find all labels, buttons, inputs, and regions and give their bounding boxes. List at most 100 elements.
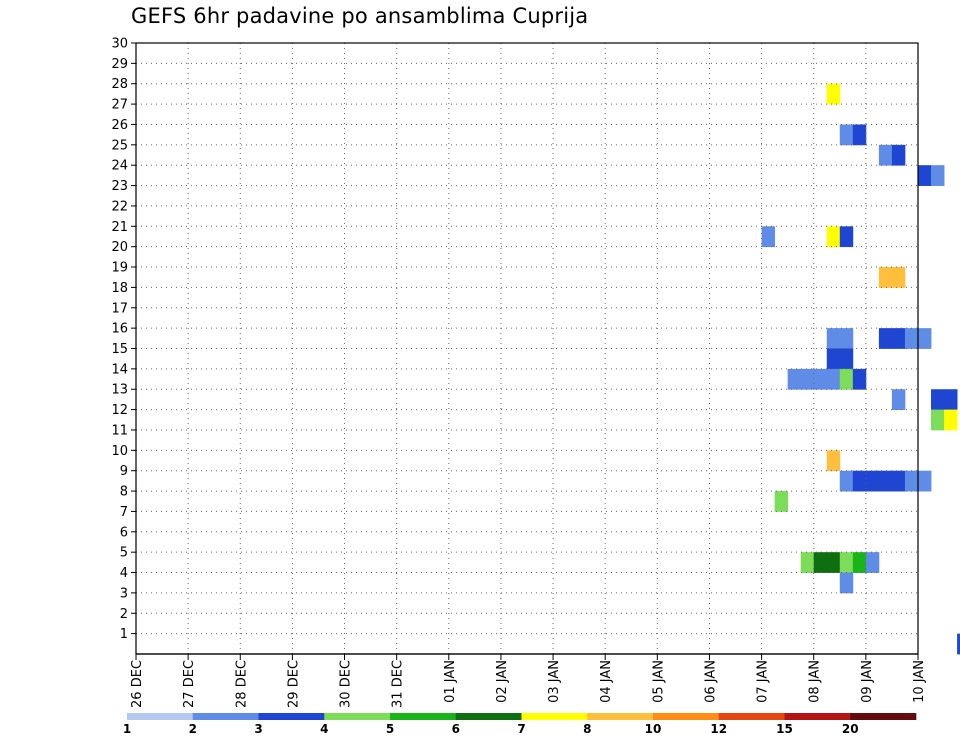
colorbar-segment [850, 713, 917, 720]
precip-cell [931, 165, 945, 186]
y-tick-label: 3 [120, 586, 128, 601]
precip-cell [852, 552, 867, 573]
precip-cell [852, 368, 867, 390]
y-tick-label: 24 [111, 159, 128, 174]
y-tick-label: 11 [111, 423, 128, 438]
precip-cell [957, 633, 960, 655]
precip-cell [813, 552, 828, 573]
precip-cell [839, 552, 854, 573]
precip-cell [891, 144, 906, 166]
y-tick-label: 7 [120, 505, 128, 520]
colorbar-segment [455, 713, 522, 720]
y-tick-label: 26 [111, 118, 128, 133]
colorbar-segment [127, 713, 194, 720]
precip-cell [813, 368, 828, 390]
precip-cell [839, 226, 854, 248]
y-tick-label: 22 [111, 199, 128, 214]
x-tick-label: 31 DEC [391, 660, 406, 708]
x-tick-label: 28 DEC [234, 660, 249, 708]
colorbar-label: 6 [452, 722, 460, 736]
precip-cell [787, 368, 802, 390]
colorbar-segment [718, 713, 785, 720]
y-tick-label: 18 [111, 281, 128, 296]
precip-cell [891, 328, 906, 349]
y-tick-label: 25 [111, 138, 128, 153]
colorbar-segment [521, 713, 588, 720]
y-tick-label: 30 [111, 37, 128, 52]
colorbar-label: 12 [710, 722, 727, 736]
x-tick-label: 26 DEC [130, 660, 145, 708]
precip-cell [761, 226, 776, 248]
precip-cell [839, 368, 854, 390]
y-tick-label: 16 [111, 322, 128, 337]
precip-cell [800, 368, 815, 390]
colorbar-label: 8 [583, 722, 591, 736]
y-tick-label: 27 [111, 98, 128, 113]
y-tick-label: 28 [111, 77, 128, 92]
chart-title: GEFS 6hr padavine po ansamblima Cuprija [131, 4, 589, 28]
precip-cell [891, 470, 906, 492]
colorbar-label: 15 [776, 722, 793, 736]
y-tick-label: 21 [111, 220, 128, 235]
colorbar-segment [258, 713, 325, 720]
x-tick-label: 10 JAN [912, 660, 927, 703]
precip-cell [865, 552, 880, 573]
colorbar-label: 10 [645, 722, 662, 736]
colorbar-segment [587, 713, 654, 720]
colorbar-label: 2 [189, 722, 197, 736]
x-tick-label: 07 JAN [756, 660, 771, 703]
x-tick-label: 09 JAN [860, 660, 875, 703]
precip-cell [944, 409, 958, 431]
precip-cell [826, 368, 841, 390]
precip-cell [891, 389, 906, 410]
colorbar-label: 4 [320, 722, 328, 736]
y-tick-label: 6 [120, 525, 128, 540]
precip-cell [931, 409, 945, 431]
precip-cell [839, 470, 854, 492]
y-tick-label: 4 [120, 566, 128, 581]
y-tick-label: 23 [111, 179, 128, 194]
y-tick-label: 15 [111, 342, 128, 357]
precip-cell [839, 124, 854, 146]
x-tick-label: 02 JAN [495, 660, 510, 703]
precip-cell [931, 389, 945, 410]
precip-cell [918, 470, 932, 492]
y-tick-label: 2 [120, 607, 128, 622]
x-tick-label: 27 DEC [182, 660, 197, 708]
precip-cell [852, 124, 867, 146]
colorbar-label: 20 [842, 722, 859, 736]
colorbar-label: 5 [386, 722, 394, 736]
x-tick-label: 05 JAN [651, 660, 666, 703]
precip-cell [774, 491, 789, 512]
x-tick-label: 29 DEC [286, 660, 301, 708]
precip-cell [826, 450, 841, 472]
x-tick-label: 03 JAN [547, 660, 562, 703]
y-tick-label: 1 [120, 627, 128, 642]
precip-cell [878, 267, 893, 288]
x-tick-label: 06 JAN [703, 660, 718, 703]
x-tick-label: 30 DEC [339, 660, 354, 708]
precip-cell [904, 470, 919, 492]
precip-cell [865, 470, 880, 492]
y-tick-label: 8 [120, 485, 128, 500]
colorbar-segment [390, 713, 457, 720]
precip-cell [839, 328, 854, 349]
precip-cell [800, 552, 815, 573]
y-tick-label: 29 [111, 57, 128, 72]
y-tick-label: 17 [111, 301, 128, 316]
precip-cell [904, 328, 919, 349]
y-tick-label: 9 [120, 464, 128, 479]
precip-cell [826, 226, 841, 248]
colorbar-segment [784, 713, 851, 720]
precip-cell [826, 348, 841, 370]
colorbar-label: 1 [123, 722, 131, 736]
colorbar-segment [192, 713, 259, 720]
precip-cell [852, 470, 867, 492]
colorbar-segment [324, 713, 391, 720]
x-tick-label: 01 JAN [443, 660, 458, 703]
precip-cell [944, 389, 958, 410]
y-tick-label: 12 [111, 403, 128, 418]
precip-cell [839, 348, 854, 370]
